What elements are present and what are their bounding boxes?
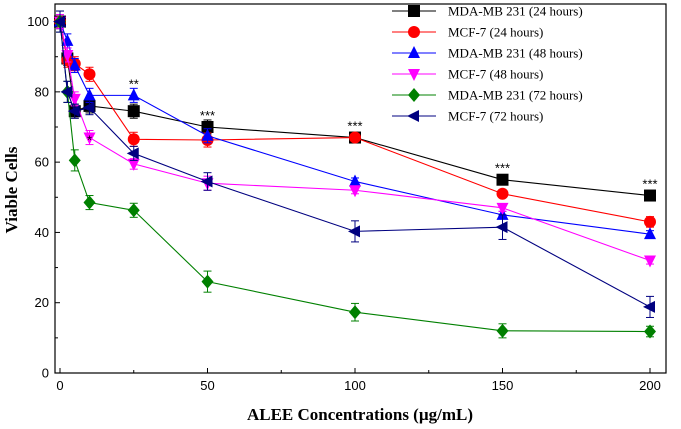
legend: MDA-MB 231 (24 hours) MCF-7 (24 hours) MDA… xyxy=(392,4,583,124)
significance-mark: *** xyxy=(642,177,657,192)
x-tick-label: 150 xyxy=(492,378,514,393)
series-layer xyxy=(53,10,656,339)
x-tick-label: 0 xyxy=(56,378,63,393)
data-point xyxy=(643,300,655,313)
y-tick-label: 60 xyxy=(35,155,49,170)
legend-marker xyxy=(407,110,419,122)
x-tick-label: 100 xyxy=(344,378,366,393)
legend-label: MCF-7 (72 hours) xyxy=(448,109,543,124)
legend-item: MDA-MB 231 (72 hours) xyxy=(392,88,583,103)
y-tick-label: 100 xyxy=(27,14,49,29)
data-point xyxy=(496,187,509,200)
legend-label: MDA-MB 231 (24 hours) xyxy=(448,4,583,19)
x-axis: 0 50 100 150 200 xyxy=(56,368,661,393)
significance-annotations: *************** xyxy=(87,76,658,191)
legend-label: MDA-MB 231 (48 hours) xyxy=(448,46,583,61)
data-point xyxy=(348,225,360,238)
data-point xyxy=(201,121,214,133)
legend-item: MCF-7 (72 hours) xyxy=(392,109,543,124)
significance-mark: * xyxy=(87,133,92,148)
data-point xyxy=(83,68,96,81)
data-point xyxy=(200,175,213,188)
series-3 xyxy=(54,14,656,240)
y-tick-label: 80 xyxy=(35,84,49,99)
data-point xyxy=(201,128,214,141)
data-point xyxy=(496,173,509,186)
series-6 xyxy=(53,10,655,318)
data-point xyxy=(127,158,140,171)
legend-marker xyxy=(408,88,420,102)
data-point xyxy=(644,215,656,228)
legend-marker xyxy=(408,26,420,38)
data-point xyxy=(60,85,73,98)
legend-marker xyxy=(408,5,420,17)
data-point xyxy=(68,153,81,168)
significance-mark: *** xyxy=(495,161,510,176)
legend-marker xyxy=(408,46,420,58)
y-axis: 0 20 40 60 80 100 xyxy=(27,14,60,381)
legend-item: MCF-7 (48 hours) xyxy=(392,67,543,82)
legend-item: MCF-7 (24 hours) xyxy=(392,25,543,40)
y-tick-label: 40 xyxy=(35,225,49,240)
data-point xyxy=(644,324,656,339)
significance-mark: *** xyxy=(200,108,215,123)
y-tick-label: 20 xyxy=(35,295,49,310)
data-point xyxy=(644,227,656,240)
data-point xyxy=(83,132,96,145)
legend-marker xyxy=(408,69,420,81)
data-point xyxy=(496,323,509,338)
data-point xyxy=(127,203,140,218)
data-point xyxy=(644,189,656,202)
data-point xyxy=(201,274,214,289)
x-tick-label: 50 xyxy=(200,378,214,393)
data-point xyxy=(67,105,80,118)
data-point xyxy=(349,185,361,198)
significance-mark: ** xyxy=(129,76,139,91)
legend-item: MDA-MB 231 (48 hours) xyxy=(392,46,583,61)
data-point xyxy=(127,105,140,118)
legend-item: MDA-MB 231 (24 hours) xyxy=(392,4,583,19)
data-point xyxy=(644,255,656,268)
data-point xyxy=(126,147,139,160)
data-point xyxy=(349,131,361,144)
data-point xyxy=(127,88,140,101)
data-point xyxy=(68,58,81,71)
data-point xyxy=(53,15,65,28)
data-point xyxy=(83,88,96,101)
data-point xyxy=(495,221,508,234)
legend-label: MCF-7 (24 hours) xyxy=(448,25,543,40)
legend-label: MCF-7 (48 hours) xyxy=(448,67,543,82)
y-tick-label: 0 xyxy=(42,366,49,381)
data-point xyxy=(349,305,361,320)
legend-label: MDA-MB 231 (72 hours) xyxy=(448,88,583,103)
x-axis-title: ALEE Concentrations (µg/mL) xyxy=(247,405,473,424)
significance-mark: *** xyxy=(347,119,362,134)
y-axis-title: Viable Cells xyxy=(2,146,21,233)
data-point xyxy=(61,49,74,62)
data-point xyxy=(127,133,140,146)
data-point xyxy=(349,174,361,187)
data-point xyxy=(83,195,96,210)
data-point xyxy=(82,101,95,114)
x-tick-label: 200 xyxy=(639,378,661,393)
data-point xyxy=(496,202,509,215)
plot-frame xyxy=(54,3,667,374)
